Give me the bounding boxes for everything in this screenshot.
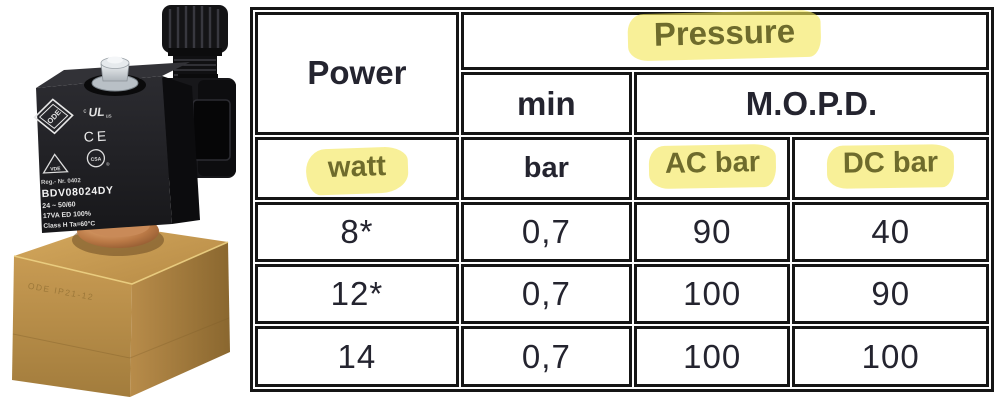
dc-bar-unit-highlight: DC bar <box>826 143 955 189</box>
coil-body-icon <box>36 62 200 233</box>
label-insulation: Class H Ta=60°C <box>43 219 95 230</box>
dc-value-cell: 100 <box>792 326 989 387</box>
brass-seam-right <box>129 317 230 359</box>
cable-gland-cap-icon <box>162 5 228 56</box>
bar-unit-label: bar <box>523 151 569 184</box>
unit-bar-cell: bar <box>460 136 632 200</box>
header-row-1: Power Pressure <box>255 9 989 135</box>
header-min-cell: min <box>460 72 632 135</box>
min-value-cell: 0,7 <box>460 201 632 262</box>
label-rating: 17VA ED 100% <box>43 211 92 221</box>
unit-watt-cell: watt <box>255 136 459 200</box>
csa-mark-icon: CSA ® <box>86 149 110 168</box>
dc-value-cell: 40 <box>792 201 989 262</box>
header-row-2: min M.O.P.D. <box>255 72 989 135</box>
table-row: 12* 0,7 100 90 <box>255 264 989 325</box>
spec-table: Power Pressure min M.O.P.D. watt <box>250 7 994 392</box>
coil-label: ODE c UL us CE CSA ® VDE Reg.- Nr. 0402 … <box>33 98 114 230</box>
min-value-cell: 0,7 <box>460 264 632 325</box>
mopd-header-label: M.O.P.D. <box>745 84 878 122</box>
ac-value-cell: 100 <box>633 326 791 387</box>
table-row: 14 0,7 100 100 <box>255 326 989 387</box>
min-value-cell: 0,7 <box>460 326 632 387</box>
header-power-cell: Power <box>255 12 459 135</box>
power-header-label: Power <box>307 54 407 92</box>
header-pressure-cell: Pressure <box>460 9 989 71</box>
brass-edge-highlight <box>13 241 229 285</box>
spec-table-container: Power Pressure min M.O.P.D. watt <box>246 0 1000 400</box>
ac-value-cell: 100 <box>633 264 791 325</box>
svg-text:UL: UL <box>88 105 105 120</box>
product-photo: ODE c UL us CE CSA ® VDE Reg.- Nr. 0402 … <box>0 0 246 400</box>
min-header-label: min <box>517 84 576 122</box>
dc-value-cell: 90 <box>792 264 989 325</box>
brass-body-left-face <box>12 256 132 397</box>
svg-text:us: us <box>106 113 112 119</box>
unit-ac-bar-cell: AC bar <box>633 136 791 200</box>
power-value-cell: 14 <box>255 326 459 387</box>
svg-text:®: ® <box>106 160 110 166</box>
vde-mark-icon: VDE <box>42 153 69 174</box>
power-value-cell: 8* <box>255 201 459 262</box>
coil-screw-icon <box>84 56 146 96</box>
svg-text:c: c <box>83 109 86 115</box>
power-value-cell: 12* <box>255 264 459 325</box>
svg-text:VDE: VDE <box>50 166 61 173</box>
label-reg-no: Reg.- Nr. 0402 <box>41 178 82 186</box>
table-row: 8* 0,7 90 40 <box>255 201 989 262</box>
ac-value-cell: 90 <box>633 201 791 262</box>
brass-body-right-face <box>130 242 230 397</box>
solenoid-valve-image: ODE c UL us CE CSA ® VDE Reg.- Nr. 0402 … <box>12 5 236 397</box>
header-mopd-cell: M.O.P.D. <box>633 72 989 135</box>
label-model: BDV08024DY <box>41 184 113 200</box>
label-voltage: 24 ~ 50/60 <box>42 201 76 210</box>
unit-dc-bar-cell: DC bar <box>792 136 989 200</box>
ul-mark-icon: c UL us <box>83 105 112 120</box>
ce-mark-icon: CE <box>83 127 109 144</box>
ac-bar-unit-highlight: AC bar <box>648 143 777 189</box>
pressure-header-highlight: Pressure <box>627 9 822 62</box>
brass-seam-left <box>12 333 131 359</box>
units-row: watt bar AC bar DC bar <box>255 136 989 200</box>
watt-unit-highlight: watt <box>305 146 409 196</box>
svg-text:CSA: CSA <box>91 156 102 163</box>
